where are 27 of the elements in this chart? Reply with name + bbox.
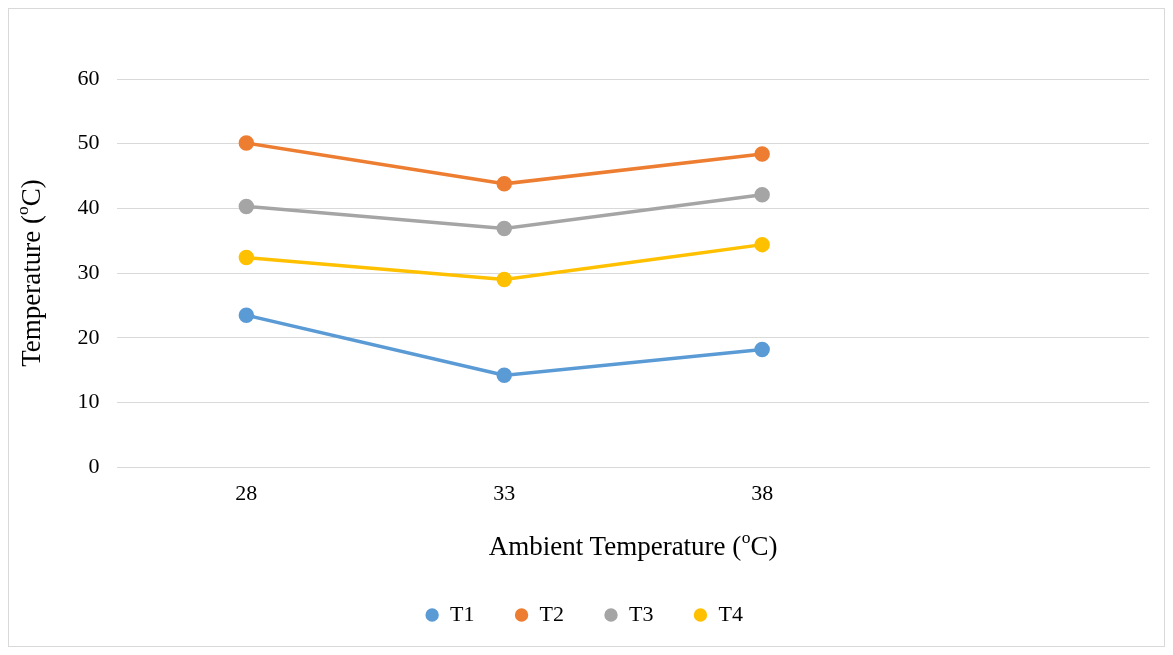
point (754, 341, 770, 358)
y-tick-label: 60 (77, 64, 100, 90)
point (238, 135, 255, 151)
point (754, 236, 770, 253)
point (496, 271, 512, 288)
y-tick-label: 50 (77, 129, 100, 155)
y-tick-label: 20 (77, 323, 100, 349)
legend-label: T1 (450, 600, 475, 626)
point (238, 198, 255, 215)
point (496, 367, 512, 384)
point (496, 176, 512, 192)
x-tick-label: 28 (235, 480, 258, 506)
y-tick-label: 0 (88, 452, 100, 478)
legend-label: T2 (539, 600, 565, 626)
point (754, 187, 770, 203)
point (754, 146, 770, 162)
point (238, 249, 255, 266)
y-tick-label: 10 (77, 388, 100, 414)
x-tick-label: 33 (493, 480, 516, 506)
y-axis-title: Temperature (oC) (12, 179, 47, 367)
point (238, 307, 255, 323)
legend-label: T3 (629, 600, 654, 626)
y-tick-label: 40 (77, 194, 100, 220)
legend-label: T4 (718, 600, 743, 626)
x-tick-label: 38 (751, 480, 774, 506)
y-tick-label: 30 (77, 258, 100, 284)
point (496, 220, 512, 237)
